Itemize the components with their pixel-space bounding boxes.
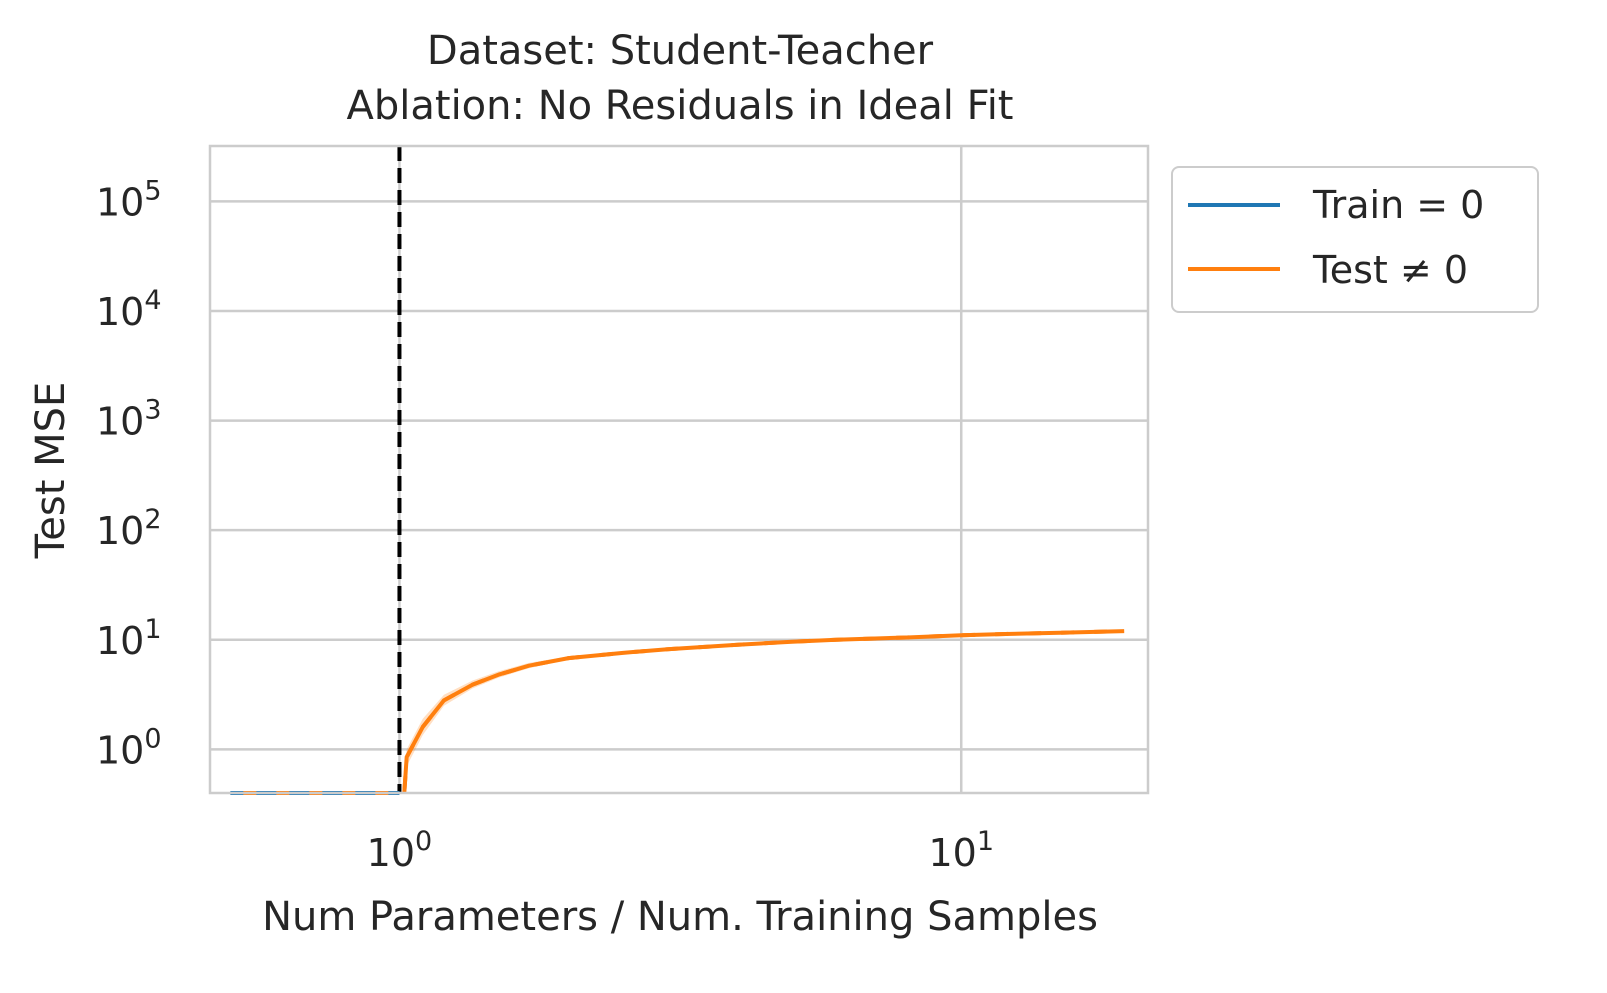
y-tick-labels: 100 101 102 103 104 105 xyxy=(96,175,162,772)
legend-label-train: Train = 0 xyxy=(1312,183,1484,227)
axes-frame xyxy=(208,144,1150,795)
x-tick-label-0: 100 xyxy=(367,826,433,875)
y-tick-label-4: 104 xyxy=(96,285,162,334)
series-line-test xyxy=(402,629,1125,794)
x-axis-label: Num Parameters / Num. Training Samples xyxy=(262,894,1098,940)
x-tick-label-1: 101 xyxy=(928,826,994,875)
legend: Train = 0 Test ≠ 0 xyxy=(1171,166,1539,313)
y-tick-label-3: 103 xyxy=(96,395,162,444)
y-axis-label: Test MSE xyxy=(28,382,74,560)
y-tick-label-5: 105 xyxy=(96,175,162,224)
series-line-test-dashed-overlap xyxy=(230,629,1125,795)
chart-title-line2: Ablation: No Residuals in Ideal Fit xyxy=(347,83,1014,129)
y-tick-label-2: 102 xyxy=(96,504,162,553)
y-tick-label-0: 100 xyxy=(96,723,162,772)
legend-label-test: Test ≠ 0 xyxy=(1312,248,1468,292)
test-confidence-band xyxy=(230,630,1125,793)
chart-title-line1: Dataset: Student-Teacher xyxy=(427,28,934,74)
series-layer xyxy=(230,629,1125,795)
x-tick-labels: 100 101 xyxy=(367,826,994,875)
y-tick-label-1: 101 xyxy=(96,614,162,663)
grid xyxy=(210,146,1148,793)
